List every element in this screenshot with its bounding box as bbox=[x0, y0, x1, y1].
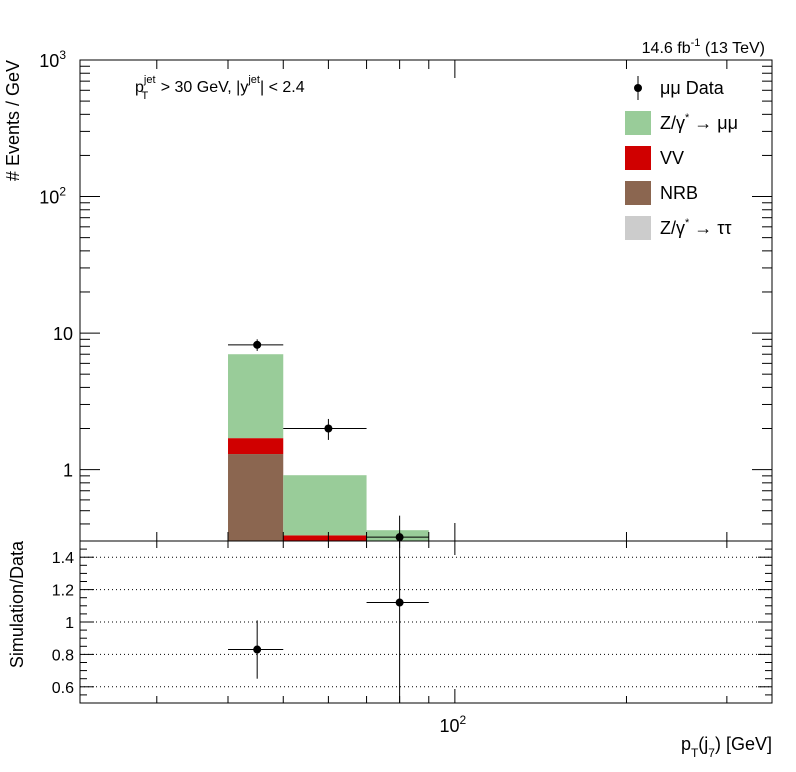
legend-swatch-ztautau bbox=[625, 216, 651, 240]
data-point-1 bbox=[324, 424, 333, 433]
bar-z-0 bbox=[228, 354, 284, 439]
legend-label-ztautau: Z/γ* → ττ bbox=[660, 217, 732, 238]
legend-label-nrb: NRB bbox=[660, 183, 698, 203]
x-tick-label-0: 102 bbox=[440, 713, 467, 736]
legend-marker-data-marker bbox=[634, 84, 642, 92]
cuts-label: pjet T > 30 GeV, |yjet| < 2.4 bbox=[135, 74, 305, 102]
legend-swatch-zmumu bbox=[625, 111, 651, 135]
y-tick-label-2: 10 bbox=[53, 324, 73, 344]
y-tick-label-0: 103 bbox=[39, 48, 66, 71]
ratio-tick-label-4: 1.4 bbox=[52, 550, 74, 567]
ratio-tick-label-2: 1 bbox=[65, 615, 74, 632]
ratio-point-1 bbox=[395, 598, 404, 607]
legend-label-zmumu: Z/γ* → μμ bbox=[660, 112, 738, 133]
ratio-y-axis-label: Simulation/Data bbox=[7, 540, 27, 668]
x-axis-label: pT(j7) [GeV] bbox=[681, 734, 772, 760]
legend-label-vv: VV bbox=[660, 148, 684, 168]
legend-swatch-vv bbox=[625, 146, 651, 170]
ratio-panel: 102 0.6 0.8 1 1.2 1.4 bbox=[52, 540, 773, 736]
y-tick-label-1: 102 bbox=[39, 185, 66, 208]
top-y-axis-label: # Events / GeV bbox=[3, 60, 23, 181]
ratio-tick-label-0: 0.6 bbox=[52, 680, 74, 697]
legend-swatch-nrb bbox=[625, 181, 651, 205]
lumi-label: 14.6 fb-1 (13 TeV) bbox=[642, 37, 765, 57]
data-point-0 bbox=[253, 340, 262, 349]
bar-vv-1 bbox=[283, 535, 367, 541]
ratio-point-0 bbox=[253, 645, 262, 654]
bar-z-1 bbox=[283, 475, 367, 536]
bar-nrb-0 bbox=[228, 454, 284, 541]
y-tick-label-3: 1 bbox=[63, 461, 73, 481]
legend-label-data-marker: μμ Data bbox=[660, 78, 725, 98]
bar-vv-0 bbox=[228, 438, 284, 455]
ratio-tick-label-1: 0.8 bbox=[52, 647, 74, 664]
ratio-tick-label-3: 1.2 bbox=[52, 583, 74, 600]
legend: μμ Data Z/γ* → μμ VV NRB Z/γ* → ττ bbox=[625, 76, 738, 240]
